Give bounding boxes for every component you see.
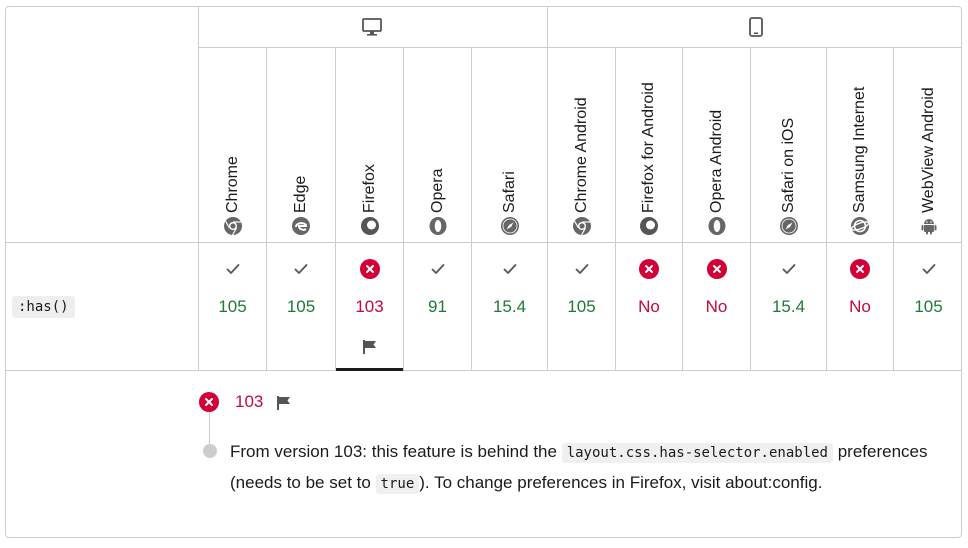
- browser-name: Samsung Internet: [851, 86, 868, 213]
- browser-header-chrome-android: Chrome Android: [548, 48, 615, 243]
- browser-name: Firefox for Android: [640, 82, 657, 213]
- opera-icon: [707, 216, 727, 236]
- support-version: 103: [355, 297, 384, 316]
- support-cell-opera[interactable]: 91: [404, 243, 471, 371]
- timeline-dot-icon: [203, 444, 217, 458]
- support-version: 105: [286, 297, 316, 316]
- mobile-phone-icon: [745, 16, 767, 38]
- support-cell-chrome[interactable]: 105: [199, 243, 266, 371]
- samsung-internet-icon: [850, 216, 870, 236]
- header-row-divider: [6, 242, 961, 243]
- desktop-monitor-icon: [361, 16, 383, 38]
- column-divider: [471, 47, 472, 370]
- no-support-icon: [850, 259, 870, 279]
- browser-header-samsung-internet: Samsung Internet: [827, 48, 893, 243]
- browser-header-opera: Opera: [404, 48, 471, 243]
- compat-table: Chrome 105 Edge 105 Firefox 103 Opera 91 Safari 1…: [5, 6, 962, 538]
- check-icon: [428, 259, 448, 279]
- support-cell-safari-on-ios[interactable]: 15.4: [751, 243, 826, 371]
- browser-header-edge: Edge: [267, 48, 335, 243]
- browser-name: Chrome: [223, 156, 241, 213]
- support-cell-safari[interactable]: 15.4: [472, 243, 547, 371]
- selected-cell-indicator: [336, 368, 403, 371]
- detail-no-support-icon: [199, 392, 219, 412]
- browser-header-firefox-for-android: Firefox for Android: [616, 48, 682, 243]
- browser-name: Edge: [292, 175, 309, 213]
- firefox-icon: [639, 216, 659, 236]
- no-support-icon: [359, 259, 380, 279]
- firefox-icon: [360, 216, 380, 236]
- support-version: 105: [567, 297, 596, 316]
- support-cell-webview-android[interactable]: 105: [894, 243, 961, 371]
- flag-icon: [361, 338, 379, 356]
- check-icon: [291, 259, 311, 279]
- support-version: 105: [914, 297, 943, 316]
- check-icon: [572, 259, 592, 279]
- browser-name: WebView Android: [919, 87, 937, 213]
- support-version: No: [638, 297, 660, 316]
- column-divider: [335, 47, 336, 370]
- check-icon: [500, 259, 520, 279]
- chrome-icon: [223, 216, 243, 236]
- browser-name: Safari: [500, 171, 518, 213]
- safari-icon: [500, 216, 520, 236]
- feature-row-divider: [6, 370, 961, 371]
- check-icon: [223, 259, 243, 279]
- platform-header-divider: [198, 47, 961, 48]
- support-cell-chrome-android[interactable]: 105: [548, 243, 615, 371]
- support-cell-samsung-internet[interactable]: No: [827, 243, 893, 371]
- support-cell-firefox[interactable]: 103: [336, 243, 403, 371]
- timeline-connector: [209, 412, 210, 444]
- browser-name: Opera: [428, 168, 446, 213]
- column-divider: [547, 7, 548, 370]
- browser-header-safari-on-ios: Safari on iOS: [751, 48, 826, 243]
- column-divider: [403, 47, 404, 370]
- support-version: 105: [218, 297, 247, 316]
- note-text-after: ). To change preferences in Firefox, vis…: [419, 473, 823, 492]
- browser-name: Safari on iOS: [779, 117, 797, 213]
- no-support-icon: [706, 259, 727, 279]
- detail-version: 103: [235, 392, 264, 411]
- column-divider: [893, 47, 894, 370]
- pref-code: layout.css.has-selector.enabled: [561, 443, 833, 463]
- support-cell-firefox-for-android[interactable]: No: [616, 243, 682, 371]
- column-divider: [198, 7, 199, 370]
- support-cell-opera-android[interactable]: No: [683, 243, 750, 371]
- true-code: true: [375, 474, 420, 494]
- column-divider: [266, 47, 267, 370]
- column-divider: [615, 47, 616, 370]
- browser-header-opera-android: Opera Android: [683, 48, 750, 243]
- check-icon: [919, 259, 939, 279]
- detail-note: From version 103: this feature is behind…: [230, 437, 930, 499]
- browser-header-safari: Safari: [472, 48, 547, 243]
- browser-header-firefox: Firefox: [336, 48, 403, 243]
- note-text-middle: preferences (needs to be set to: [230, 442, 928, 492]
- feature-name[interactable]: :has(): [12, 296, 75, 318]
- check-icon: [779, 259, 799, 279]
- browser-name: Firefox: [360, 164, 378, 213]
- edge-icon: [291, 216, 311, 236]
- android-icon: [919, 216, 939, 236]
- chrome-icon: [572, 216, 592, 236]
- browser-name: Opera Android: [707, 109, 725, 213]
- note-text-before: From version 103: this feature is behind…: [230, 442, 562, 461]
- support-version: 15.4: [492, 297, 527, 316]
- flag-icon: [275, 394, 293, 412]
- browser-header-webview-android: WebView Android: [894, 48, 961, 243]
- support-version: 91: [428, 297, 447, 316]
- column-divider: [682, 47, 683, 370]
- opera-icon: [428, 216, 448, 236]
- support-version: No: [849, 297, 871, 316]
- browser-name: Chrome Android: [572, 97, 590, 213]
- support-cell-edge[interactable]: 105: [267, 243, 335, 371]
- support-version: 15.4: [771, 297, 806, 316]
- column-divider: [826, 47, 827, 370]
- safari-icon: [779, 216, 799, 236]
- support-version: No: [705, 297, 728, 316]
- browser-header-chrome: Chrome: [199, 48, 266, 243]
- column-divider: [750, 47, 751, 370]
- no-support-icon: [639, 259, 659, 279]
